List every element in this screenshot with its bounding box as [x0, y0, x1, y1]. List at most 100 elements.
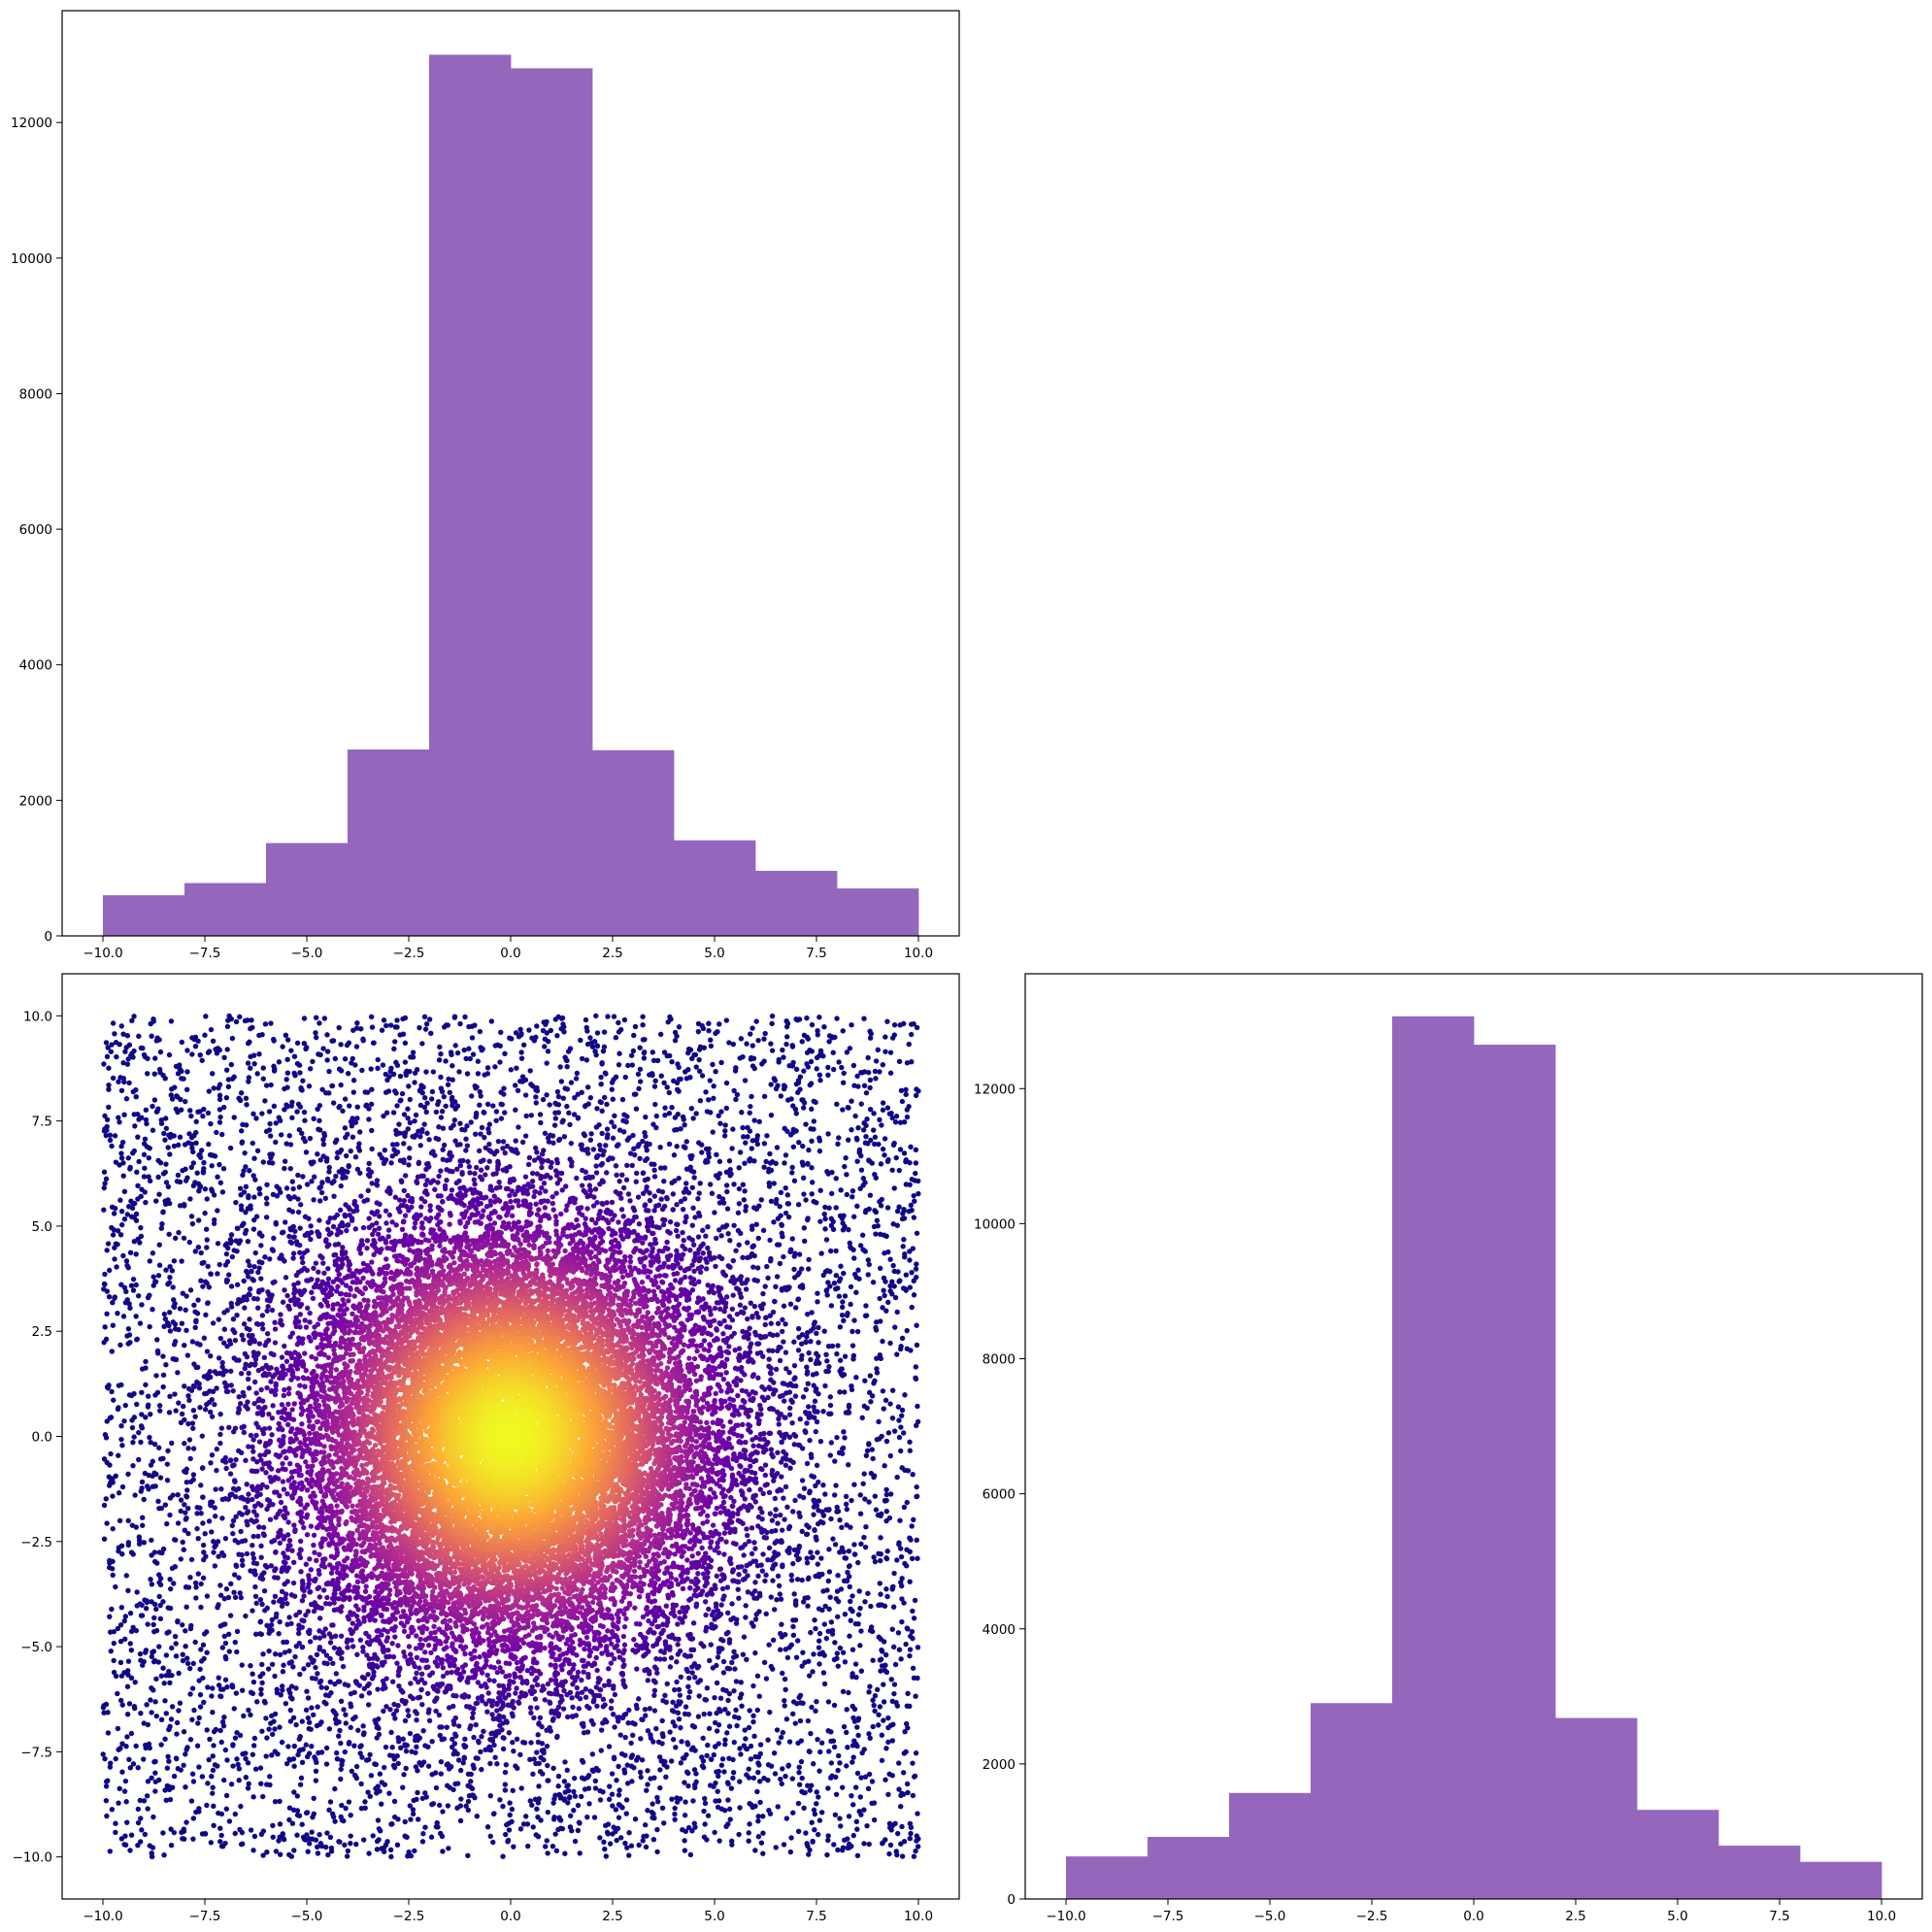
- scatter-point: [297, 1070, 303, 1076]
- scatter-point: [234, 1756, 240, 1762]
- scatter-point: [877, 1116, 883, 1123]
- scatter-point: [831, 1281, 838, 1286]
- scatter-point: [522, 1133, 529, 1139]
- scatter-point: [316, 1831, 322, 1838]
- scatter-point: [671, 1686, 678, 1693]
- scatter-point: [891, 1185, 897, 1191]
- scatter-point: [629, 1752, 636, 1758]
- scatter-point: [252, 1766, 259, 1772]
- scatter-point: [783, 1366, 789, 1372]
- scatter-point: [306, 1750, 313, 1756]
- scatter-point: [187, 1691, 193, 1697]
- scatter-point: [117, 1232, 124, 1238]
- scatter-point: [180, 1657, 186, 1664]
- scatter-point: [878, 1557, 883, 1564]
- scatter-point: [219, 1131, 225, 1138]
- scatter-point: [784, 1200, 791, 1207]
- scatter-point: [204, 1349, 211, 1354]
- scatter-point: [383, 1022, 389, 1029]
- scatter-point: [438, 1115, 445, 1120]
- scatter-point: [696, 1213, 703, 1219]
- scatter-point: [534, 1023, 540, 1029]
- scatter-point: [198, 1581, 204, 1587]
- scatter-point: [688, 1105, 695, 1112]
- scatter-point: [535, 1814, 541, 1820]
- scatter-point: [167, 1723, 173, 1729]
- scatter-point: [386, 1790, 392, 1796]
- scatter-point: [406, 1083, 412, 1089]
- scatter-point: [778, 1093, 784, 1099]
- scatter-point: [460, 1760, 466, 1766]
- scatter-point: [272, 1593, 279, 1600]
- scatter-point: [106, 1293, 113, 1300]
- scatter-point: [706, 1725, 713, 1732]
- scatter-point: [107, 1614, 113, 1619]
- scatter-point: [286, 1648, 292, 1654]
- scatter-point: [762, 1578, 768, 1584]
- scatter-point: [110, 1525, 116, 1532]
- scatter-point: [374, 1847, 381, 1852]
- scatter-point: [165, 1753, 171, 1760]
- scatter-point: [119, 1741, 125, 1747]
- scatter-point: [307, 1135, 314, 1142]
- scatter-point: [750, 1264, 756, 1270]
- scatter-point: [247, 1262, 252, 1269]
- scatter-point: [426, 1717, 433, 1724]
- scatter-point: [604, 1126, 611, 1132]
- scatter-point: [561, 1134, 568, 1140]
- scatter-point: [312, 1754, 317, 1760]
- scatter-point: [589, 1751, 596, 1757]
- scatter-point: [143, 1648, 150, 1653]
- scatter-point: [846, 1841, 852, 1848]
- scatter-point: [201, 1699, 207, 1706]
- scatter-point: [736, 1242, 742, 1248]
- scatter-point: [815, 1299, 820, 1305]
- scatter-point: [624, 1137, 631, 1143]
- scatter-point: [251, 1155, 257, 1161]
- scatter-point: [837, 1516, 843, 1523]
- scatter-point: [520, 1821, 527, 1827]
- scatter-point: [324, 1660, 330, 1667]
- scatter-point: [301, 1041, 308, 1047]
- scatter-point: [889, 1626, 895, 1632]
- scatter-point: [106, 1086, 112, 1092]
- scatter-point: [130, 1439, 136, 1446]
- scatter-point: [274, 1686, 280, 1692]
- scatter-point: [218, 1693, 224, 1700]
- scatter-point: [610, 1096, 616, 1102]
- scatter-point: [604, 1135, 611, 1141]
- scatter-point: [295, 1196, 301, 1202]
- scatter-point: [674, 1679, 680, 1685]
- scatter-point: [250, 1550, 256, 1557]
- scatter-point: [498, 1116, 505, 1121]
- scatter-point: [597, 1142, 603, 1149]
- scatter-point: [745, 1254, 750, 1261]
- scatter-point: [878, 1668, 883, 1674]
- scatter-point: [899, 1407, 906, 1414]
- scatter-point: [101, 1061, 107, 1067]
- scatter-point: [362, 1799, 368, 1805]
- scatter-point: [831, 1702, 838, 1709]
- scatter-point: [877, 1581, 883, 1586]
- scatter-point: [822, 1226, 828, 1232]
- scatter-point: [204, 1237, 210, 1243]
- scatter-point: [212, 1153, 218, 1159]
- scatter-point: [752, 1616, 759, 1622]
- scatter-point: [155, 1498, 161, 1505]
- scatter-point: [326, 1068, 332, 1075]
- scatter-point: [775, 1573, 782, 1580]
- scatter-point: [814, 1330, 819, 1337]
- scatter-point: [661, 1820, 667, 1826]
- scatter-point: [544, 1838, 550, 1844]
- scatter-point: [609, 1791, 616, 1797]
- scatter-point: [811, 1098, 816, 1105]
- scatter-point: [258, 1691, 264, 1697]
- scatter-point: [841, 1070, 847, 1077]
- scatter-point: [371, 1040, 377, 1046]
- scatter-point: [825, 1785, 831, 1791]
- scatter-point: [191, 1302, 197, 1308]
- scatter-point: [783, 1152, 789, 1158]
- scatter-point: [871, 1223, 878, 1230]
- scatter-point: [192, 1324, 198, 1331]
- scatter-point: [303, 1046, 309, 1052]
